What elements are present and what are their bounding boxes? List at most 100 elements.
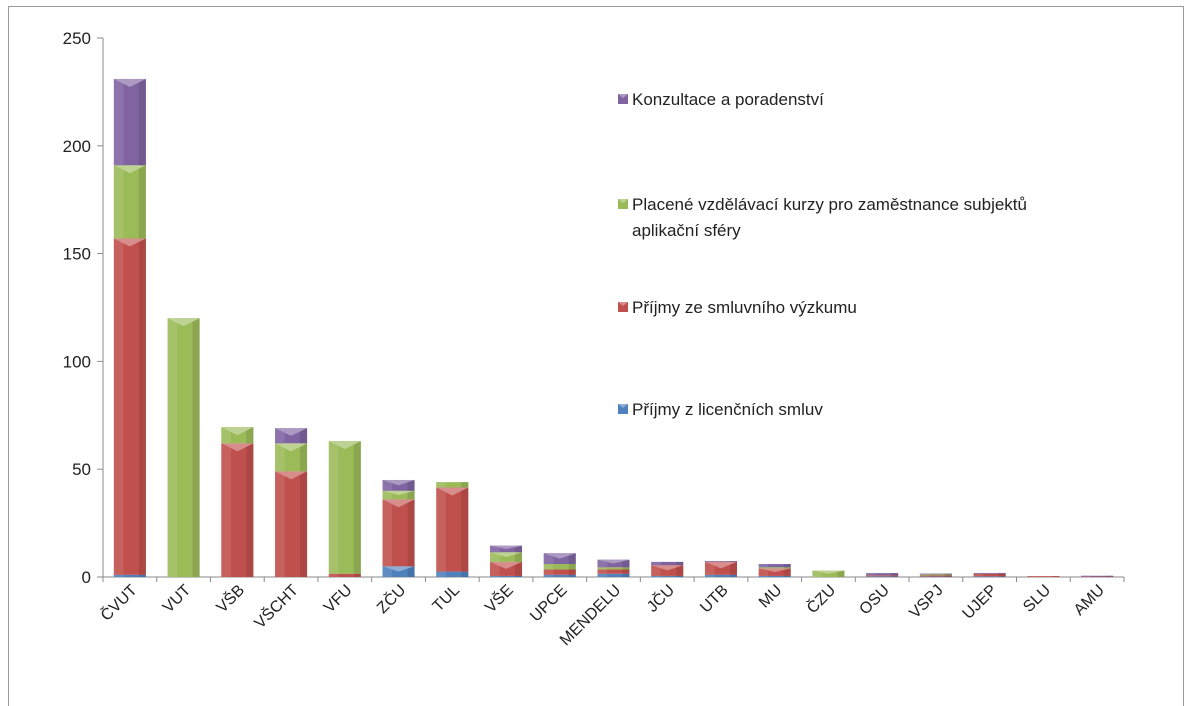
bar-bevel bbox=[436, 487, 469, 496]
bar-shadow bbox=[568, 553, 576, 565]
bar-segment bbox=[597, 569, 630, 574]
bar-segment bbox=[113, 78, 146, 166]
bar-highlight bbox=[866, 576, 876, 577]
bar-highlight bbox=[490, 545, 500, 553]
bar-segment bbox=[651, 561, 684, 566]
category-label: SLU bbox=[1020, 582, 1054, 616]
legend-swatch-bevel bbox=[618, 404, 628, 408]
bar-bevel bbox=[651, 565, 684, 571]
bar-bevel bbox=[490, 545, 523, 549]
bar-bevel bbox=[275, 443, 308, 452]
category-label: MU bbox=[756, 582, 786, 612]
bar-highlight bbox=[1027, 576, 1037, 577]
bar-segment bbox=[382, 566, 415, 577]
bar-segment bbox=[113, 165, 146, 239]
bar-shadow bbox=[461, 482, 469, 488]
bar-segment bbox=[651, 575, 684, 577]
bar-shadow bbox=[783, 575, 791, 577]
bar-fill bbox=[1081, 576, 1114, 577]
bar-shadow bbox=[514, 552, 523, 562]
bar-bevel bbox=[382, 566, 415, 572]
bar-highlight bbox=[490, 575, 500, 577]
bar-highlight bbox=[919, 576, 930, 577]
bar-segment bbox=[490, 552, 523, 562]
bar-shadow bbox=[729, 561, 737, 575]
bar-shadow bbox=[891, 573, 899, 576]
bar-highlight bbox=[382, 499, 393, 567]
bar-shadow bbox=[998, 573, 1006, 577]
bar-bevel bbox=[275, 428, 308, 436]
bar-segment bbox=[758, 567, 791, 569]
y-tick-label: 50 bbox=[72, 460, 91, 479]
bar-shadow bbox=[998, 576, 1006, 577]
category-label: VFU bbox=[321, 582, 356, 617]
bar-shadow bbox=[622, 559, 630, 568]
bar-shadow bbox=[1052, 576, 1060, 577]
legend-item: Příjmy z licenčních smluv bbox=[618, 400, 823, 419]
legend-swatch bbox=[618, 404, 628, 414]
bar-highlight bbox=[973, 572, 984, 574]
category-label: JČU bbox=[643, 580, 678, 615]
bar-fill bbox=[543, 574, 576, 577]
bar-highlight bbox=[436, 482, 446, 488]
bar-highlight bbox=[758, 568, 769, 576]
legend-item: Konzultace a poradenství bbox=[618, 90, 824, 109]
bar-highlight bbox=[382, 566, 393, 577]
y-tick-label: 150 bbox=[63, 245, 91, 264]
bar-shadow bbox=[676, 565, 684, 576]
legend-label: Příjmy z licenčních smluv bbox=[632, 400, 823, 419]
bar-highlight bbox=[543, 569, 554, 575]
bar-highlight bbox=[382, 479, 393, 491]
bar-highlight bbox=[758, 575, 769, 577]
chart-frame bbox=[8, 6, 1184, 706]
bar-shadow bbox=[138, 574, 146, 577]
bar-highlight bbox=[597, 567, 608, 570]
bar-segment bbox=[1081, 576, 1114, 577]
bar-highlight bbox=[436, 487, 446, 572]
bar-segment bbox=[328, 441, 361, 574]
bar-segment bbox=[973, 576, 1006, 577]
category-label: UJEP bbox=[960, 582, 1001, 623]
bar-highlight bbox=[651, 565, 661, 576]
bar-segment bbox=[597, 559, 630, 568]
category-label: VŠCHT bbox=[250, 580, 302, 632]
bar-fill bbox=[597, 569, 630, 574]
bar-highlight bbox=[543, 564, 554, 570]
bars bbox=[113, 78, 1114, 577]
legend: Konzultace a poradenství Placené vzděláva… bbox=[618, 90, 1027, 419]
bar-segment bbox=[1027, 576, 1060, 577]
category-label: VSPJ bbox=[906, 582, 946, 622]
bar-shadow bbox=[1106, 575, 1114, 577]
bar-shadow bbox=[998, 572, 1006, 574]
bar-shadow bbox=[676, 575, 684, 577]
legend-swatch bbox=[618, 94, 628, 104]
legend-swatch bbox=[618, 302, 628, 312]
legend-label: Placené vzdělávací kurzy pro zaměstnance… bbox=[632, 195, 1027, 240]
bar-highlight bbox=[812, 570, 823, 577]
bar-shadow bbox=[407, 479, 415, 491]
bar-fill bbox=[1027, 576, 1060, 577]
bar-fill bbox=[436, 571, 469, 577]
bar-highlight bbox=[1081, 575, 1091, 577]
bar-highlight bbox=[973, 573, 984, 577]
legend-item: Příjmy ze smluvního výzkumu bbox=[618, 298, 857, 317]
bar-highlight bbox=[758, 567, 769, 569]
bar-highlight bbox=[651, 561, 661, 566]
bar-segment bbox=[113, 574, 146, 577]
bar-highlight bbox=[543, 553, 554, 565]
bar-shadow bbox=[729, 574, 737, 577]
bar-highlight bbox=[1081, 576, 1091, 577]
bar-segment bbox=[436, 487, 469, 572]
bar-shadow bbox=[676, 561, 684, 566]
bar-segment bbox=[597, 573, 630, 577]
bar-highlight bbox=[328, 441, 339, 574]
bar-highlight bbox=[113, 238, 124, 575]
bar-highlight bbox=[167, 318, 178, 577]
bar-segment bbox=[866, 576, 899, 577]
bar-fill bbox=[973, 572, 1006, 574]
bar-segment bbox=[704, 561, 737, 575]
bar-segment bbox=[758, 564, 791, 568]
bar-bevel bbox=[167, 318, 200, 327]
bar-segment bbox=[704, 574, 737, 577]
bar-fill bbox=[651, 561, 684, 566]
